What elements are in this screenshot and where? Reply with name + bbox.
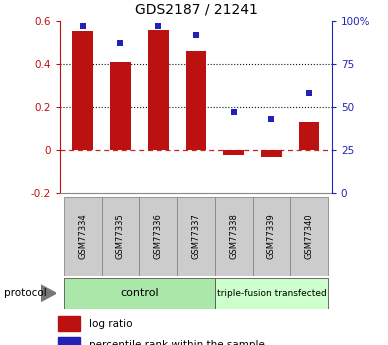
Text: GSM77336: GSM77336: [154, 214, 163, 259]
Text: GSM77339: GSM77339: [267, 214, 276, 259]
Text: percentile rank within the sample: percentile rank within the sample: [89, 339, 265, 345]
Bar: [64, 278, 215, 309]
Point: [80, 23, 86, 29]
Text: GSM77337: GSM77337: [191, 214, 201, 259]
Text: control: control: [120, 288, 159, 298]
Text: GSM77335: GSM77335: [116, 214, 125, 259]
Point: [306, 90, 312, 96]
Text: log ratio: log ratio: [89, 319, 132, 329]
Text: triple-fusion transfected: triple-fusion transfected: [217, 289, 326, 298]
Bar: [185, 51, 206, 150]
Bar: [102, 197, 139, 276]
Point: [268, 116, 274, 122]
Bar: [223, 150, 244, 155]
Bar: [215, 278, 328, 309]
Point: [230, 109, 237, 115]
Bar: [215, 197, 253, 276]
Text: GSM77338: GSM77338: [229, 214, 238, 259]
Point: [193, 32, 199, 37]
Text: GSM77340: GSM77340: [305, 214, 314, 259]
Bar: [290, 197, 328, 276]
Polygon shape: [41, 285, 56, 302]
Title: GDS2187 / 21241: GDS2187 / 21241: [135, 3, 257, 17]
Bar: [58, 337, 80, 345]
Bar: [64, 197, 102, 276]
Bar: [177, 197, 215, 276]
Bar: [148, 30, 169, 150]
Bar: [299, 122, 319, 150]
Point: [118, 40, 124, 46]
Bar: [261, 150, 282, 157]
Bar: [253, 197, 290, 276]
Text: protocol: protocol: [4, 288, 47, 298]
Bar: [110, 62, 131, 150]
Text: GSM77334: GSM77334: [78, 214, 87, 259]
Bar: [73, 31, 93, 150]
Bar: [58, 316, 80, 331]
Point: [155, 23, 161, 29]
Bar: [139, 197, 177, 276]
